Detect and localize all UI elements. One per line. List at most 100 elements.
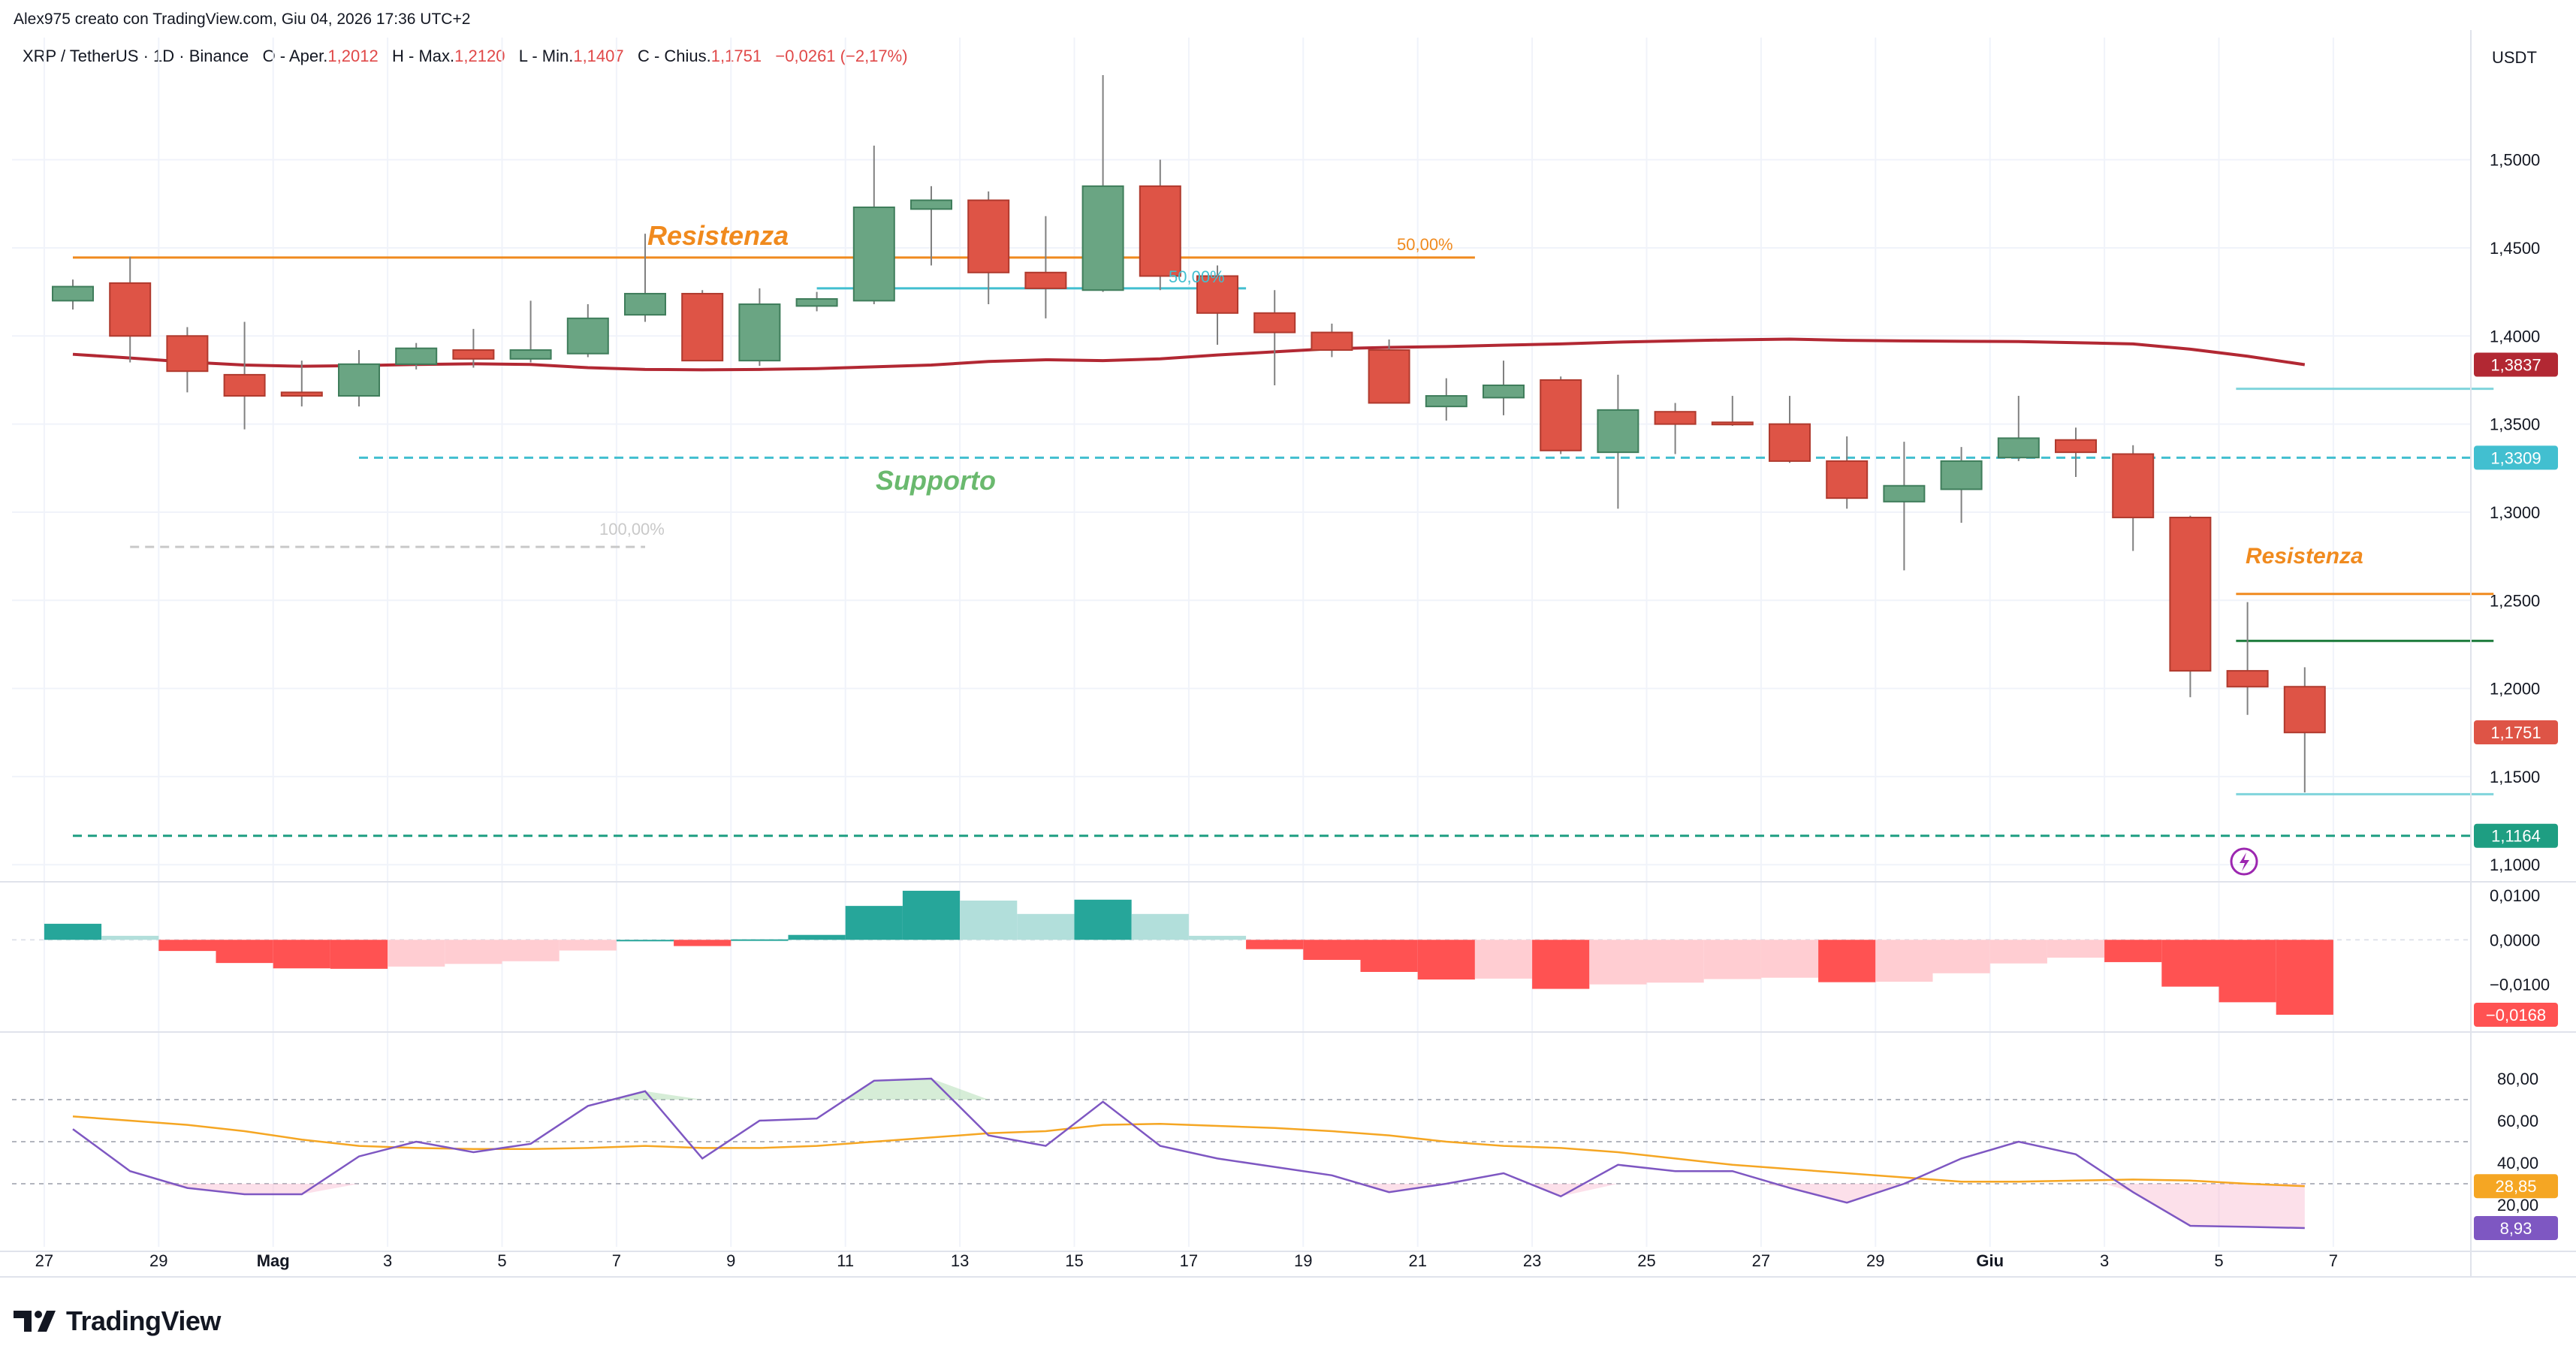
candle [166, 327, 209, 393]
resistance-label-2: Resistenza [2246, 544, 2363, 569]
rsi-oversold-fill [1532, 1184, 1618, 1197]
candle [1081, 75, 1124, 292]
macd-bar [2276, 940, 2333, 1015]
candle-body [1311, 331, 1353, 352]
candle [1711, 396, 1754, 426]
grid-lines [12, 38, 2471, 1247]
high-value: 1,2120 [454, 47, 505, 65]
close-label: C - Chius. [637, 47, 711, 65]
macd-bar [1188, 935, 1247, 940]
rsi-tick-label: 20,00 [2497, 1196, 2538, 1215]
macd-bar [559, 940, 617, 951]
candle [1597, 374, 1639, 509]
macd-bar [845, 906, 903, 940]
rsi-oversold-fill [158, 1184, 360, 1194]
candle-body [910, 199, 952, 210]
close-value: 1,1751 [710, 47, 762, 65]
change-value: −0,0261 (−2,17%) [775, 47, 908, 65]
macd-bar [1760, 940, 1819, 978]
macd-bar [1074, 899, 1132, 940]
candle [2226, 602, 2269, 715]
rsi-oversold-fill [1760, 1184, 1905, 1203]
time-label: 19 [1294, 1251, 1312, 1270]
macd-bar [445, 940, 502, 964]
candle-body [1883, 484, 1926, 502]
time-label: 3 [2100, 1251, 2109, 1270]
candle-body [166, 335, 209, 373]
rsi-tag: 28,85 [2474, 1174, 2558, 1199]
macd-bar [1932, 940, 1990, 973]
candle-body [223, 373, 266, 397]
rsi-tick-label: 40,00 [2497, 1154, 2538, 1172]
candle-body [681, 292, 724, 362]
macd-bar [1989, 940, 2047, 964]
price-tick-label: 1,3500 [2490, 415, 2540, 434]
time-label: 25 [1637, 1251, 1655, 1270]
macd-bar [731, 939, 789, 941]
price-tag-text: 1,3837 [2490, 356, 2541, 375]
macd-bar [2161, 940, 2219, 987]
candle [1368, 339, 1410, 404]
candle [795, 291, 838, 312]
candle-body [1024, 271, 1067, 289]
low-value: 1,1407 [573, 47, 624, 65]
macd-bar [44, 923, 102, 940]
time-label: Mag [257, 1251, 290, 1270]
rsi-tag: 8,93 [2474, 1215, 2558, 1240]
time-label: 7 [2329, 1251, 2338, 1270]
macd-bar [1246, 940, 1304, 949]
time-label: 11 [837, 1251, 854, 1270]
macd-tag: −0,0168 [2474, 1003, 2558, 1027]
candle [624, 234, 666, 322]
candle [2283, 667, 2326, 793]
macd-bar [2104, 940, 2162, 962]
annotations: Resistenza Supporto Resistenza 50,00% 50… [599, 220, 2363, 569]
chart-credit: Alex975 creato con TradingView.com, Giu … [14, 11, 471, 28]
candle [1253, 290, 1296, 385]
candle-body [1826, 460, 1869, 499]
candle-body [1081, 185, 1124, 291]
price-tag-bg [2474, 445, 2558, 470]
macd-tag-text: −0,0168 [2486, 1006, 2546, 1025]
macd-bar [388, 940, 445, 967]
candle-body [852, 206, 895, 302]
price-tick-label: 1,4000 [2490, 327, 2540, 346]
candle [395, 343, 438, 370]
time-label: 3 [383, 1251, 392, 1270]
price-tick-label: 1,4500 [2490, 239, 2540, 258]
macd-bar [1417, 940, 1475, 980]
candle-body [2226, 670, 2269, 688]
time-label: 15 [1065, 1251, 1083, 1270]
price-tag-bg [2474, 352, 2558, 377]
macd-bar [1303, 940, 1361, 960]
candle [1483, 361, 1525, 415]
price-tick-label: 1,1000 [2490, 856, 2540, 874]
price-tick-label: 1,2500 [2490, 591, 2540, 610]
currency-label: USDT [2492, 48, 2537, 67]
macd-bar [1875, 940, 1933, 982]
candle-body [509, 349, 552, 360]
rsi-tag-bg [2474, 1215, 2558, 1240]
macd-bar [788, 934, 846, 940]
candle-body [624, 292, 666, 316]
macd-bar [1017, 913, 1075, 940]
symbol-name[interactable]: XRP / TetherUS · 1D · Binance [23, 47, 249, 65]
candle-body [1483, 384, 1525, 399]
price-tag-text: 1,1164 [2491, 827, 2541, 846]
tradingview-brand[interactable]: TradingView [14, 1305, 221, 1337]
time-axis[interactable]: 27 29 Mag 3 5 7 9 11 13 15 17 19 21 23 25 27 29 Giu 3 5 7 [35, 1251, 2338, 1270]
candle-body [2169, 516, 2212, 672]
macd-bar [1360, 940, 1418, 972]
rsi-ma-line [72, 1115, 2305, 1187]
candle-body [1425, 395, 1467, 408]
fib-50-label-b: 50,00% [1169, 267, 1225, 286]
rsi-oversold-fill [2104, 1184, 2305, 1228]
candle [566, 304, 609, 358]
candle-body [452, 349, 495, 360]
candle [1883, 442, 1926, 571]
time-label: 7 [612, 1251, 621, 1270]
lightning-alert-icon[interactable] [2230, 847, 2258, 876]
price-tag: 1,1751 [2474, 720, 2558, 745]
axes: 1,5000 1,4500 1,4000 1,3500 1,3000 1,2500 1,20… [0, 30, 2576, 1278]
